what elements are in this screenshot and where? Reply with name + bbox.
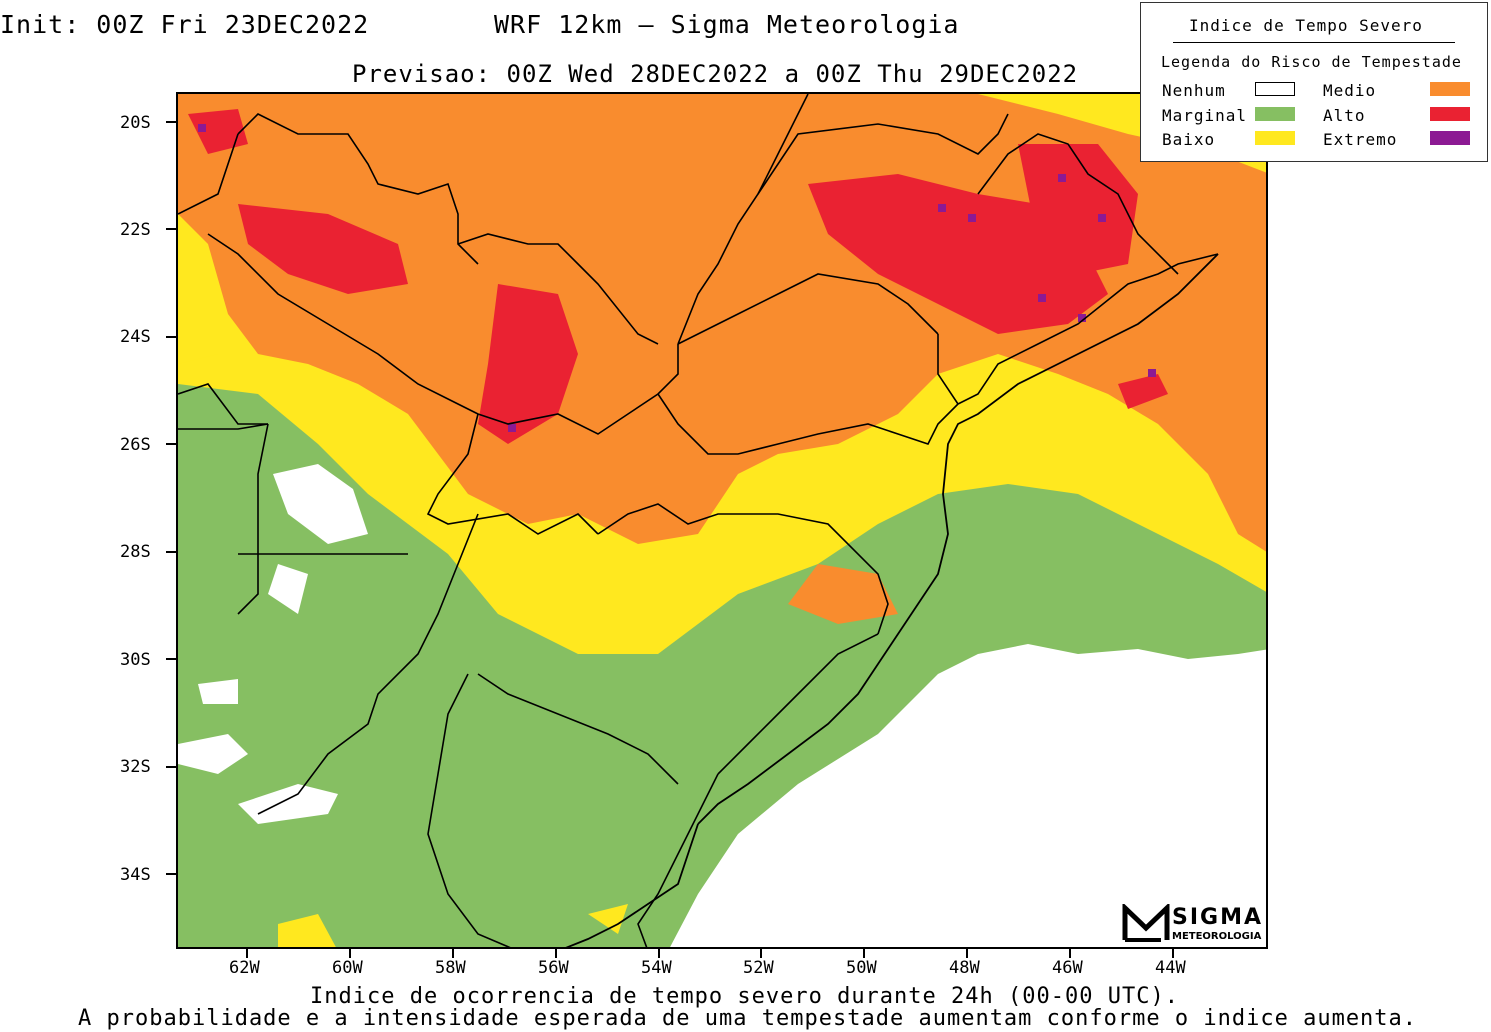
lat-tick [166, 873, 176, 875]
legend-title: Indice de Tempo Severo [1189, 16, 1423, 35]
lat-tick [166, 766, 176, 768]
lat-label-26s: 26S [120, 435, 151, 455]
legend-divider [1173, 42, 1455, 43]
lon-label-46w: 46W [1052, 958, 1083, 978]
legend-label-marginal: Marginal [1162, 106, 1248, 125]
lon-tick [1069, 949, 1071, 958]
lat-tick [166, 336, 176, 338]
footer-note: A probabilidade e a intensidade esperada… [78, 1006, 1418, 1031]
lon-label-44w: 44W [1155, 958, 1186, 978]
lat-tick [166, 658, 176, 660]
lon-tick [863, 949, 865, 958]
footer-description: Indice de ocorrencia de tempo severo dur… [310, 984, 1179, 1009]
map-canvas [178, 94, 1266, 947]
risk-high-areas [188, 109, 1168, 444]
lon-tick [966, 949, 968, 958]
legend-swatch-low [1255, 131, 1295, 145]
map-title: WRF 12km — Sigma Meteorologia [494, 10, 960, 39]
legend-label-none: Nenhum [1162, 81, 1226, 100]
lat-tick [166, 121, 176, 123]
legend-swatch-medium [1430, 82, 1470, 96]
legend-label-extreme: Extremo [1323, 130, 1398, 149]
lon-label-56w: 56W [538, 958, 569, 978]
forecast-period-label: Previsao: 00Z Wed 28DEC2022 a 00Z Thu 29… [352, 60, 1079, 88]
logo-subtext: METEOROLOGIA [1172, 931, 1262, 942]
coastline [565, 253, 1219, 947]
lon-label-60w: 60W [332, 958, 363, 978]
lat-label-22s: 22S [120, 220, 151, 240]
lon-label-50w: 50W [846, 958, 877, 978]
lat-label-20s: 20S [120, 113, 151, 133]
legend-label-high: Alto [1323, 106, 1366, 125]
init-time-label: Init: 00Z Fri 23DEC2022 [0, 10, 370, 39]
risk-extreme-areas [198, 124, 1156, 432]
risk-none-areas [178, 464, 1266, 947]
boundaries [178, 94, 1219, 947]
lat-tick [166, 228, 176, 230]
sigma-logo-mark-icon [1122, 904, 1170, 942]
lat-label-34s: 34S [120, 865, 151, 885]
lon-tick [760, 949, 762, 958]
legend-box: Indice de Tempo Severo Legenda do Risco … [1140, 2, 1488, 162]
logo-text: SIGMA [1172, 905, 1264, 930]
lon-label-58w: 58W [435, 958, 466, 978]
lat-label-30s: 30S [120, 650, 151, 670]
legend-label-low: Baixo [1162, 130, 1216, 149]
lat-tick [166, 443, 176, 445]
legend-swatch-none [1255, 82, 1295, 96]
legend-label-medium: Medio [1323, 81, 1377, 100]
lon-label-48w: 48W [949, 958, 980, 978]
lon-label-52w: 52W [743, 958, 774, 978]
lon-tick [658, 949, 660, 958]
lat-label-32s: 32S [120, 757, 151, 777]
legend-swatch-high [1430, 107, 1470, 121]
lon-label-62w: 62W [229, 958, 260, 978]
lat-label-24s: 24S [120, 327, 151, 347]
sigma-logo: SIGMA METEOROLOGIA [1118, 900, 1266, 946]
lon-tick [1172, 949, 1174, 958]
legend-swatch-marginal [1255, 107, 1295, 121]
legend-swatch-extreme [1430, 131, 1470, 145]
legend-subtitle: Legenda do Risco de Tempestade [1161, 53, 1462, 71]
lat-label-28s: 28S [120, 542, 151, 562]
severe-weather-map[interactable] [176, 92, 1268, 949]
lon-tick [555, 949, 557, 958]
lon-label-54w: 54W [641, 958, 672, 978]
lat-tick [166, 551, 176, 553]
lon-tick [452, 949, 454, 958]
lon-tick [246, 949, 248, 958]
lon-tick [349, 949, 351, 958]
